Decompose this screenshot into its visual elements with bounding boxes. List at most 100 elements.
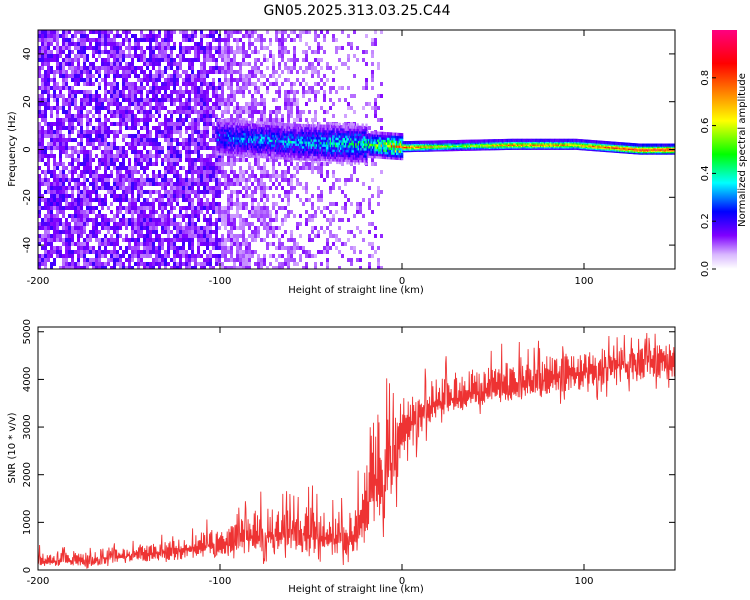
spectrogram-cell — [53, 86, 56, 90]
spectrogram-cell — [77, 150, 80, 154]
spectrogram-cell — [260, 174, 263, 178]
spectrogram-cell — [74, 186, 77, 190]
spectrogram-cell — [182, 90, 185, 94]
spectrogram-cell — [185, 82, 188, 86]
spectrogram-cell — [101, 106, 104, 110]
spectrogram-cell — [176, 182, 179, 186]
spectrogram-ridge-cell — [264, 133, 267, 137]
spectrogram-cell — [380, 30, 383, 34]
spectrogram-ridge-cell — [248, 154, 251, 158]
spectrogram-cell — [227, 78, 230, 82]
spectrogram-cell — [140, 106, 143, 110]
spectrogram-cell — [197, 50, 200, 54]
spectrogram-cell — [209, 218, 212, 222]
spectrogram-cell — [95, 174, 98, 178]
spectrogram-cell — [167, 118, 170, 122]
spectrogram-cell — [152, 238, 155, 242]
spectrogram-cell — [350, 106, 353, 110]
spectrogram-cell — [296, 114, 299, 118]
spectrogram-cell — [104, 242, 107, 246]
spectrogram-cell — [215, 178, 218, 182]
spectrogram-cell — [62, 122, 65, 126]
spectrogram-cell — [203, 230, 206, 234]
spectrogram-cell — [173, 58, 176, 62]
spectrogram-cell — [50, 38, 53, 42]
spectrogram-ridge-cell — [260, 123, 264, 128]
spectrogram-cell — [161, 102, 164, 106]
spectrogram-cell — [104, 174, 107, 178]
spectrogram-cell — [203, 250, 206, 254]
spectrogram-cell — [179, 238, 182, 242]
spectrogram-ridge-cell — [218, 125, 222, 130]
spectrogram-cell — [158, 150, 161, 154]
spectrogram-cell — [164, 58, 167, 62]
spectrogram-cell — [206, 58, 209, 62]
spectrogram-cell — [176, 78, 179, 82]
spectrogram-cell — [170, 242, 173, 246]
spectrogram-cell — [260, 34, 263, 38]
spectrogram-cell — [209, 138, 212, 142]
spectrogram-cell — [245, 242, 248, 246]
spectrogram-cell — [260, 262, 263, 266]
spectrogram-cell — [152, 74, 155, 78]
spectrogram-cell — [98, 34, 101, 38]
spectrogram-cell — [56, 70, 59, 74]
spectrogram-ridge-cell — [246, 146, 250, 151]
spectrogram-cell — [269, 158, 272, 162]
spectrogram-cell — [278, 162, 281, 166]
spectrogram-cell — [161, 230, 164, 234]
spectrogram-cell — [128, 262, 131, 266]
spectrogram-cell — [125, 86, 128, 90]
spectrogram-cell — [128, 38, 131, 42]
spectrogram-cell — [95, 30, 98, 34]
spectrogram-ridge-cell — [257, 137, 260, 142]
spectrogram-cell — [128, 158, 131, 162]
spectrogram-ridge-cell — [252, 149, 255, 153]
spectrogram-cell — [41, 98, 44, 102]
spectrogram-cell — [113, 194, 116, 198]
spectrogram-cell — [212, 174, 215, 178]
spectrogram-cell — [143, 206, 146, 210]
spectrogram-cell — [62, 118, 65, 122]
spectrogram-cell — [284, 30, 287, 34]
spectrogram-cell — [113, 138, 116, 142]
spectrogram-cell — [179, 230, 182, 234]
spectrogram-cell — [248, 102, 251, 106]
spectrogram-cell — [44, 130, 47, 134]
spectrogram-cell — [188, 98, 191, 102]
spectrogram-cell — [116, 94, 119, 98]
spectrogram-cell — [167, 82, 170, 86]
spectrogram-cell — [71, 254, 74, 258]
spectrogram-cell — [113, 58, 116, 62]
spectrogram-cell — [302, 250, 305, 254]
spectrogram-cell — [83, 94, 86, 98]
spectrogram-cell — [71, 194, 74, 198]
spectrogram-cell — [50, 154, 53, 158]
spectrogram-cell — [257, 266, 260, 269]
spectrogram-ridge-cell — [245, 149, 248, 153]
spectrogram-cell — [176, 154, 179, 158]
spectrogram-cell — [332, 214, 335, 218]
spectrogram-cell — [275, 186, 278, 190]
spectrogram-cell — [56, 62, 59, 66]
spectrogram-cell — [227, 86, 230, 90]
spectrogram-cell — [137, 38, 140, 42]
spectrogram-cell — [50, 146, 53, 150]
spectrogram-cell — [113, 258, 116, 262]
spectrogram-cell — [134, 154, 137, 158]
spectrogram-ridge-cell — [255, 125, 259, 130]
spectrogram-cell — [107, 102, 110, 106]
spectrogram-cell — [263, 222, 266, 226]
spectrogram-cell — [104, 166, 107, 170]
spectrogram-ridge-cell — [266, 124, 269, 128]
spectrogram-cell — [179, 210, 182, 214]
spectrogram-cell — [224, 206, 227, 210]
spectrogram-cell — [203, 218, 206, 222]
spectrogram-cell — [245, 218, 248, 222]
spectrogram-cell — [119, 150, 122, 154]
spectrogram-ridge-cell — [268, 145, 271, 150]
spectrogram-ridge-cell — [280, 137, 283, 141]
spectrogram-cell — [95, 166, 98, 170]
spectrogram-cell — [266, 118, 269, 122]
spectrogram-cell — [278, 194, 281, 198]
